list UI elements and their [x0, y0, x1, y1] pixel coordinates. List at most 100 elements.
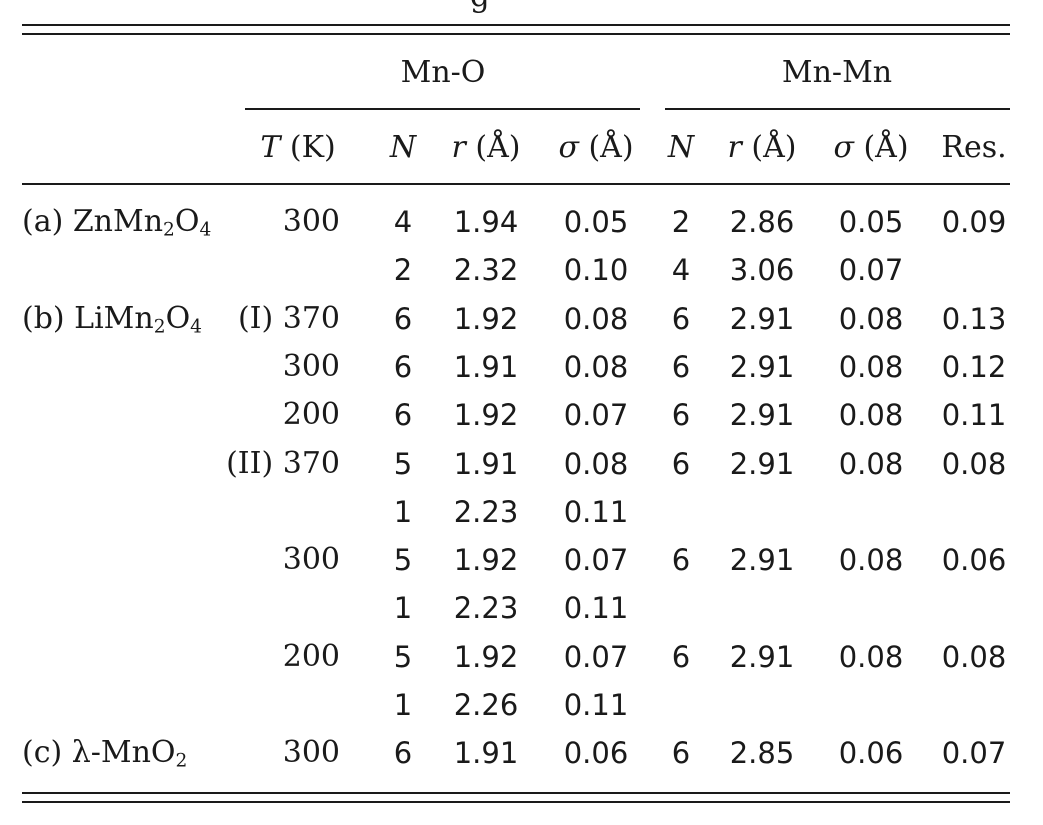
cell-sigma-mno: 0.06: [563, 736, 629, 770]
cell-residual: 0.09: [941, 205, 1007, 239]
cell-n-mnmn: 6: [671, 398, 691, 432]
cell-n-mnmn: 6: [671, 640, 691, 674]
cell-r-mno: 2.26: [453, 688, 519, 722]
cell-temperature: 300: [282, 349, 340, 384]
cell-r-mnmn: 3.06: [729, 253, 795, 287]
cell-residual: 0.13: [941, 302, 1007, 336]
sample-label-znmn2o4: (a) ZnMn2O4: [22, 204, 212, 241]
cell-r-mno: 1.92: [453, 640, 519, 674]
col-header-r-mno: r (Å): [451, 130, 521, 165]
cell-temperature: 200: [282, 639, 340, 674]
cell-r-mnmn: 2.85: [729, 736, 795, 770]
cell-sigma-mnmn: 0.08: [838, 350, 904, 384]
cell-r-mno: 1.91: [453, 447, 519, 481]
bottom-rule-2: [22, 801, 1010, 803]
sample-label-lambda-mno2: (c) λ-MnO2: [22, 735, 188, 772]
cell-n-mno: 6: [393, 302, 413, 336]
cell-sigma-mnmn: 0.08: [838, 398, 904, 432]
cell-r-mnmn: 2.91: [729, 302, 795, 336]
cell-sigma-mnmn: 0.07: [838, 253, 904, 287]
cell-n-mno: 5: [393, 447, 413, 481]
col-header-temperature: T (K): [260, 130, 336, 165]
group-rule-mn-mn: [665, 108, 1010, 110]
group-header-mn-o: Mn-O: [400, 55, 486, 90]
cell-r-mnmn: 2.91: [729, 640, 795, 674]
cell-r-mnmn: 2.91: [729, 350, 795, 384]
cell-r-mno: 1.91: [453, 350, 519, 384]
cell-n-mnmn: 6: [671, 543, 691, 577]
cell-n-mno: 1: [393, 591, 413, 625]
cell-sigma-mno: 0.05: [563, 205, 629, 239]
cell-n-mno: 1: [393, 495, 413, 529]
group-rule-mn-o: [245, 108, 640, 110]
cell-residual: 0.06: [941, 543, 1007, 577]
cell-n-mnmn: 2: [671, 205, 691, 239]
caption-fragment: g: [0, 0, 1043, 20]
cell-r-mno: 1.94: [453, 205, 519, 239]
cell-n-mno: 1: [393, 688, 413, 722]
cell-r-mno: 2.23: [453, 495, 519, 529]
header-rule: [22, 183, 1010, 185]
cell-sigma-mno: 0.08: [563, 350, 629, 384]
cell-sigma-mnmn: 0.08: [838, 640, 904, 674]
top-rule-1: [22, 24, 1010, 26]
cell-n-mnmn: 4: [671, 253, 691, 287]
cell-n-mnmn: 6: [671, 350, 691, 384]
cell-n-mnmn: 6: [671, 736, 691, 770]
cell-residual: 0.12: [941, 350, 1007, 384]
cell-r-mno: 1.92: [453, 398, 519, 432]
group-header-mn-mn: Mn-Mn: [781, 55, 893, 90]
col-header-r-mnmn: r (Å): [727, 130, 797, 165]
cell-n-mno: 6: [393, 398, 413, 432]
cell-temperature: (II) 370: [226, 446, 340, 481]
cell-r-mnmn: 2.91: [729, 447, 795, 481]
cell-temperature: 200: [282, 397, 340, 432]
cell-r-mno: 2.32: [453, 253, 519, 287]
cell-temperature: 300: [282, 542, 340, 577]
cell-residual: 0.11: [941, 398, 1007, 432]
cell-r-mno: 1.92: [453, 543, 519, 577]
cell-sigma-mnmn: 0.06: [838, 736, 904, 770]
bottom-rule-1: [22, 792, 1010, 794]
cell-sigma-mno: 0.11: [563, 591, 629, 625]
cell-sigma-mno: 0.07: [563, 398, 629, 432]
cell-n-mno: 5: [393, 543, 413, 577]
cell-n-mnmn: 6: [671, 447, 691, 481]
cell-r-mnmn: 2.91: [729, 398, 795, 432]
cell-residual: 0.08: [941, 447, 1007, 481]
cell-sigma-mno: 0.08: [563, 302, 629, 336]
col-header-n-mno: N: [389, 130, 417, 165]
cell-residual: 0.07: [941, 736, 1007, 770]
cell-sigma-mno: 0.07: [563, 543, 629, 577]
cell-r-mnmn: 2.86: [729, 205, 795, 239]
cell-r-mno: 1.92: [453, 302, 519, 336]
cell-sigma-mno: 0.11: [563, 688, 629, 722]
cell-sigma-mnmn: 0.05: [838, 205, 904, 239]
cell-temperature: 300: [282, 735, 340, 770]
cell-sigma-mno: 0.10: [563, 253, 629, 287]
sample-label-limn2o4: (b) LiMn2O4: [22, 301, 203, 338]
cell-sigma-mnmn: 0.08: [838, 302, 904, 336]
col-header-n-mnmn: N: [667, 130, 695, 165]
top-rule-2: [22, 33, 1010, 35]
cell-temperature: (I) 370: [237, 301, 340, 336]
cell-n-mno: 2: [393, 253, 413, 287]
col-header-sigma-mno: σ (Å): [558, 130, 634, 165]
cell-r-mnmn: 2.91: [729, 543, 795, 577]
cell-n-mno: 4: [393, 205, 413, 239]
cell-n-mno: 6: [393, 736, 413, 770]
cell-sigma-mnmn: 0.08: [838, 447, 904, 481]
cell-n-mno: 6: [393, 350, 413, 384]
cell-n-mno: 5: [393, 640, 413, 674]
cell-n-mnmn: 6: [671, 302, 691, 336]
cell-sigma-mno: 0.08: [563, 447, 629, 481]
col-header-sigma-mnmn: σ (Å): [833, 130, 909, 165]
cell-sigma-mno: 0.11: [563, 495, 629, 529]
cell-temperature: 300: [282, 204, 340, 239]
cell-sigma-mnmn: 0.08: [838, 543, 904, 577]
cell-residual: 0.08: [941, 640, 1007, 674]
col-header-residual: Res.: [941, 130, 1007, 165]
cell-r-mno: 2.23: [453, 591, 519, 625]
cell-r-mno: 1.91: [453, 736, 519, 770]
cell-sigma-mno: 0.07: [563, 640, 629, 674]
